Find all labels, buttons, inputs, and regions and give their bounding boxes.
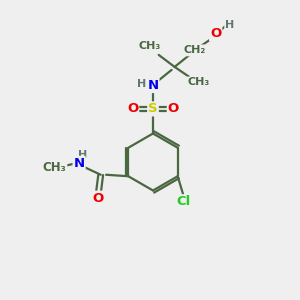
Text: S: S bbox=[148, 102, 158, 116]
Text: CH₃: CH₃ bbox=[139, 41, 161, 51]
Text: H: H bbox=[78, 150, 88, 160]
Text: H: H bbox=[137, 79, 146, 89]
Text: O: O bbox=[210, 27, 221, 40]
Text: Cl: Cl bbox=[176, 195, 190, 208]
Text: O: O bbox=[168, 102, 179, 116]
Text: CH₃: CH₃ bbox=[188, 77, 210, 88]
Text: N: N bbox=[74, 157, 85, 170]
Text: H: H bbox=[225, 20, 234, 30]
Text: N: N bbox=[147, 79, 159, 92]
Text: CH₂: CH₂ bbox=[184, 45, 206, 56]
Text: O: O bbox=[93, 192, 104, 205]
Text: O: O bbox=[127, 102, 138, 116]
Text: CH₃: CH₃ bbox=[43, 161, 66, 174]
